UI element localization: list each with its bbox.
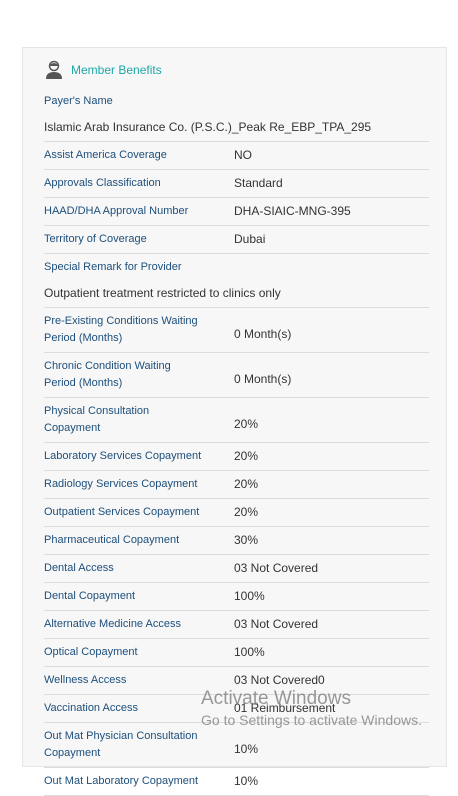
- benefit-row: Chronic Condition Waiting Period (Months…: [44, 353, 429, 398]
- benefit-label: Approvals Classification: [44, 177, 161, 189]
- benefit-label: Physical Consultation Copayment: [44, 405, 150, 434]
- benefit-row: Physical Consultation Copayment 20%: [44, 398, 429, 443]
- watermark-title: Activate Windows: [201, 688, 351, 709]
- benefit-row: Wellness Access 03 Not Covered0: [44, 667, 429, 695]
- benefit-value: 20%: [234, 449, 259, 463]
- benefit-value: 03 Not Covered0: [234, 673, 325, 687]
- benefit-row: HAAD/DHA Approval Number DHA-SIAIC-MNG-39…: [44, 198, 429, 226]
- benefit-label: Out Mat Physician Consultation Copayment: [44, 730, 198, 759]
- benefit-row: Radiology Services Copayment 20%: [44, 471, 429, 499]
- benefit-label: Laboratory Services Copayment: [44, 450, 202, 462]
- benefit-value: 03 Not Covered: [234, 617, 319, 631]
- benefit-row: Pre-Existing Conditions Waiting Period (…: [44, 308, 429, 353]
- benefit-row: Assist America Coverage NO: [44, 142, 429, 170]
- benefit-value: 03 Not Covered: [234, 561, 319, 575]
- benefit-label: Assist America Coverage: [44, 149, 167, 161]
- benefit-value: 100%: [234, 589, 265, 603]
- benefit-row: Vaccination Access 01 Reimbursement: [44, 695, 429, 723]
- benefit-row: Dental Access 03 Not Covered: [44, 555, 429, 583]
- benefit-value: 01 Reimbursement: [234, 701, 336, 715]
- benefit-value: 10%: [234, 774, 259, 788]
- benefit-value: 20%: [234, 477, 259, 491]
- benefit-value: 20%: [234, 505, 259, 519]
- benefit-label: Territory of Coverage: [44, 233, 147, 245]
- benefit-label: Dental Access: [44, 562, 114, 574]
- benefit-row: Alternative Medicine Access 03 Not Covere…: [44, 611, 429, 639]
- benefit-value: 20%: [234, 417, 259, 431]
- benefit-label: Wellness Access: [44, 674, 127, 686]
- benefit-label: Out Mat Laboratory Copayment: [44, 775, 199, 787]
- benefit-label: Vaccination Access: [44, 702, 138, 714]
- benefit-row: Optical Copayment 100%: [44, 639, 429, 667]
- benefit-value: Islamic Arab Insurance Co. (P.S.C.)_Peak…: [44, 120, 372, 134]
- benefits-panel: Member Benefits Payer's Name Islamic Arab…: [22, 47, 447, 796]
- benefit-value: 0 Month(s): [234, 327, 292, 341]
- benefit-value: 100%: [234, 645, 265, 659]
- benefit-row: Outpatient Services Copayment 20%: [44, 499, 429, 527]
- page: Member Benefits Payer's Name Islamic Arab…: [22, 47, 447, 796]
- benefit-label: Radiology Services Copayment: [44, 478, 198, 490]
- benefit-label: Payer's Name: [44, 95, 113, 107]
- watermark-text: Go to Settings to activate Windows.: [201, 712, 422, 728]
- benefit-label: Dental Copayment: [44, 590, 136, 602]
- benefit-label: Pre-Existing Conditions Waiting Period (…: [44, 315, 198, 344]
- benefit-value: 10%: [234, 742, 259, 756]
- member-icon: [46, 60, 62, 79]
- benefit-row: Dental Copayment 100%: [44, 583, 429, 611]
- benefit-label: HAAD/DHA Approval Number: [44, 205, 189, 217]
- benefit-value: DHA-SIAIC-MNG-395: [234, 204, 351, 218]
- benefit-value: Outpatient treatment restricted to clini…: [44, 286, 281, 300]
- benefit-label: Alternative Medicine Access: [44, 618, 181, 630]
- benefit-value: 30%: [234, 533, 259, 547]
- benefit-value: 0 Month(s): [234, 372, 292, 386]
- benefit-list: Payer's Name Islamic Arab Insurance Co. (…: [44, 88, 429, 796]
- panel-header: Member Benefits: [45, 60, 162, 80]
- benefit-row: Payer's Name Islamic Arab Insurance Co. (…: [44, 88, 429, 142]
- benefit-label: Optical Copayment: [44, 646, 138, 658]
- benefit-label: Pharmaceutical Copayment: [44, 534, 180, 546]
- benefit-value: NO: [234, 148, 252, 162]
- benefit-row: Out Mat Laboratory Copayment 10%: [44, 768, 429, 796]
- benefit-row: Pharmaceutical Copayment 30%: [44, 527, 429, 555]
- benefit-row: Territory of Coverage Dubai: [44, 226, 429, 254]
- panel-title: Member Benefits: [71, 63, 162, 77]
- benefit-row: Approvals Classification Standard: [44, 170, 429, 198]
- benefit-label: Chronic Condition Waiting Period (Months…: [44, 360, 171, 389]
- benefit-row: Special Remark for Provider Outpatient tr…: [44, 254, 429, 308]
- benefit-label: Special Remark for Provider: [44, 261, 182, 273]
- benefit-value: Standard: [234, 176, 283, 190]
- benefit-label: Outpatient Services Copayment: [44, 506, 200, 518]
- benefit-value: Dubai: [234, 232, 266, 246]
- benefit-row: Laboratory Services Copayment 20%: [44, 443, 429, 471]
- benefit-row: Out Mat Physician Consultation Copayment…: [44, 723, 429, 768]
